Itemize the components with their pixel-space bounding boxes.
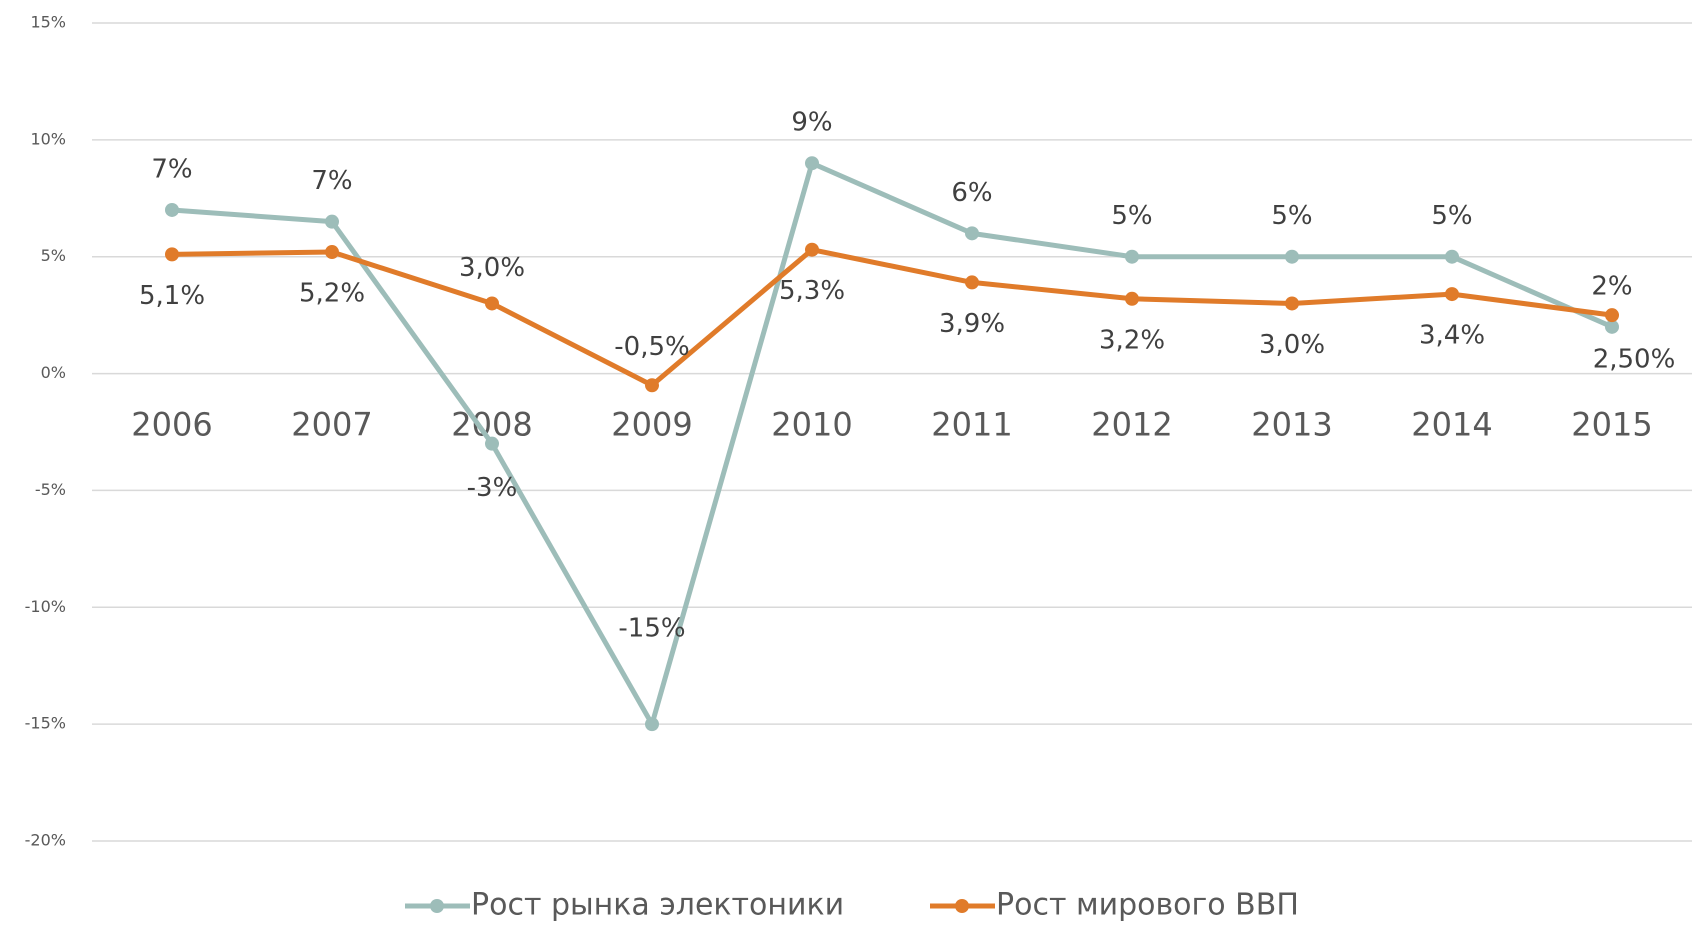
data-label: 5,3% [779,276,845,306]
legend-label: Рост рынка электоники [471,888,844,923]
data-point [645,378,659,393]
data-label: 3,2% [1099,325,1165,355]
y-tick-label: 15% [30,13,66,32]
y-tick-label: 10% [30,129,66,148]
data-label: 3,0% [459,253,525,283]
data-point [165,202,179,217]
series-line [171,247,1613,388]
y-tick-label: 0% [41,363,66,382]
data-label: 5,2% [299,279,365,309]
data-label: 2% [1591,271,1632,301]
x-tick-label: 2013 [1251,406,1332,444]
data-point [1445,287,1459,302]
legend-marker [430,899,444,913]
data-label: 5% [1431,201,1472,231]
data-label: 3,9% [939,309,1005,339]
x-tick-label: 2014 [1411,406,1492,444]
y-tick-label: -5% [35,480,66,499]
data-label: 2,50% [1593,345,1676,375]
data-point [1285,249,1299,264]
x-tick-label: 2010 [771,406,852,444]
data-point [1285,296,1299,311]
data-point [1125,291,1139,306]
y-tick-label: -20% [25,831,66,850]
data-label: 3,0% [1259,330,1325,360]
data-point [485,436,499,451]
data-point [325,214,339,229]
data-point [165,247,179,262]
data-label: -3% [467,473,518,503]
data-point [805,242,819,257]
data-label: 5% [1271,201,1312,231]
data-label: -0,5% [614,332,689,362]
x-tick-label: 2012 [1091,406,1172,444]
data-point [645,717,659,732]
data-point [965,275,979,290]
data-label: 5,1% [139,281,205,311]
data-point [325,245,339,260]
x-tick-label: 2007 [291,406,372,444]
data-label: 7% [311,166,352,196]
legend-marker [955,899,969,913]
x-tick-label: 2015 [1571,406,1652,444]
series-line [171,160,1614,727]
y-tick-label: -15% [25,714,66,733]
data-label: 5% [1111,201,1152,231]
data-point [1605,308,1619,323]
data-label: -15% [618,614,685,644]
data-point [1445,249,1459,264]
data-label: 7% [151,154,192,184]
x-tick-label: 2009 [611,406,692,444]
data-point [485,296,499,311]
data-point [805,156,819,171]
data-point [1605,319,1619,334]
y-tick-label: -10% [25,597,66,616]
data-label: 9% [791,108,832,138]
data-point [965,226,979,241]
x-tick-label: 2006 [131,406,212,444]
data-point [1125,249,1139,264]
data-label: 3,4% [1419,321,1485,351]
y-tick-label: 5% [41,246,66,265]
data-label: 6% [951,178,992,208]
x-tick-label: 2011 [931,406,1012,444]
legend-label: Рост мирового ВВП [996,888,1299,923]
